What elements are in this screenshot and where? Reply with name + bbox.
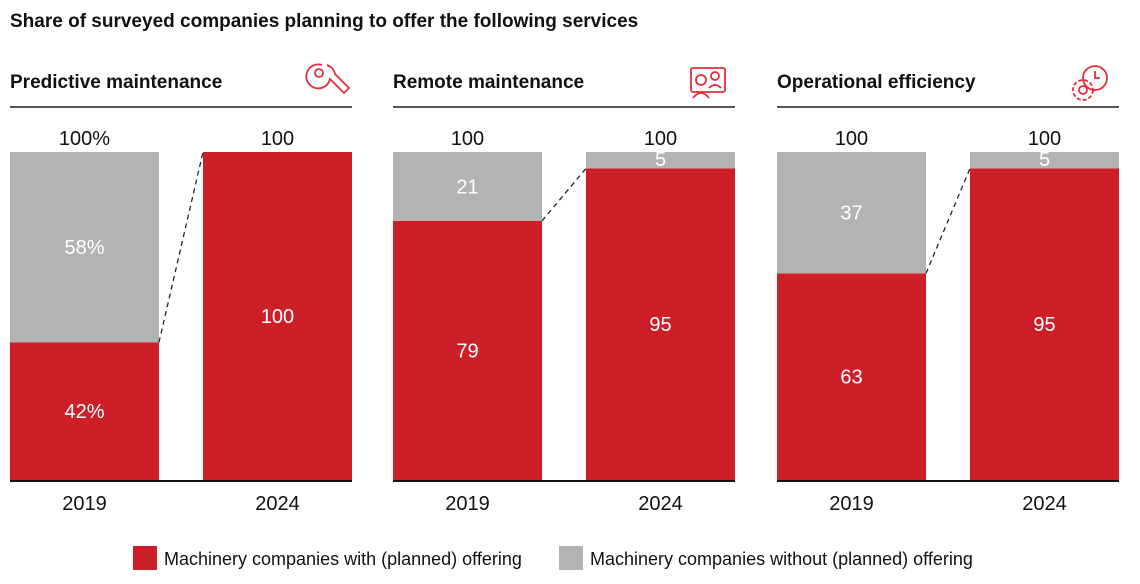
bar-with-offering: [203, 152, 352, 480]
bar-without-offering: [970, 152, 1119, 169]
x-tick-label: 2019: [829, 493, 874, 515]
x-tick-label: 2024: [1022, 493, 1067, 515]
legend-label: Machinery companies with (planned) offer…: [164, 549, 522, 569]
data-label-with: 95: [1033, 314, 1055, 336]
data-label-with: 63: [840, 367, 862, 389]
bar-without-offering: [393, 152, 542, 221]
panel-title: Predictive maintenance: [10, 72, 222, 93]
data-label-without: 5: [655, 149, 666, 171]
x-tick-label: 2019: [445, 493, 490, 515]
total-label: 100: [1028, 128, 1061, 150]
connector-line: [925, 168, 971, 274]
data-label-without: 58%: [64, 237, 104, 259]
data-label-without: 37: [840, 203, 862, 225]
data-label-with: 95: [649, 314, 671, 336]
bar-with-offering: [10, 342, 159, 480]
x-tick-label: 2024: [638, 493, 683, 515]
total-label: 100: [261, 128, 294, 150]
bar-with-offering: [586, 168, 735, 480]
bar-without-offering: [586, 152, 735, 169]
bar-with-offering: [393, 220, 542, 480]
x-tick-label: 2019: [62, 493, 107, 515]
panel-title: Operational efficiency: [777, 72, 976, 93]
data-label-with: 100: [261, 306, 294, 328]
data-label-with: 42%: [64, 401, 104, 423]
data-label-with: 79: [456, 340, 478, 362]
connector-line: [541, 167, 587, 222]
data-label-without: 21: [456, 176, 478, 198]
remote-meeting-icon: [690, 67, 726, 99]
total-label: 100: [835, 128, 868, 150]
x-tick-label: 2024: [255, 493, 300, 515]
wrench-icon: [305, 63, 351, 95]
legend-swatch: [133, 546, 157, 570]
bar-with-offering: [970, 168, 1119, 480]
bar-without-offering: [10, 152, 159, 343]
total-label: 100: [644, 128, 677, 150]
panel-title: Remote maintenance: [393, 72, 584, 93]
gear-clock-icon: [1072, 65, 1108, 101]
data-label-without: 5: [1039, 149, 1050, 171]
bar-without-offering: [777, 152, 926, 274]
chart-title: Share of surveyed companies planning to …: [10, 11, 638, 32]
bar-with-offering: [777, 273, 926, 480]
legend-label: Machinery companies without (planned) of…: [590, 549, 973, 569]
connector-line: [158, 151, 204, 343]
total-label: 100: [451, 128, 484, 150]
legend-swatch: [559, 546, 583, 570]
total-label: 100%: [59, 128, 110, 150]
